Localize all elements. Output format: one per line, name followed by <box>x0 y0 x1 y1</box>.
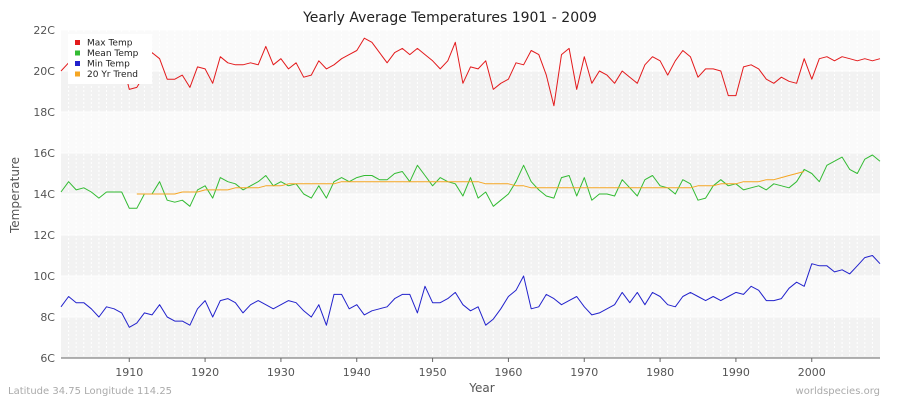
x-tick-label: 1970 <box>570 366 598 379</box>
x-tick-label: 1920 <box>191 366 219 379</box>
y-tick-label: 6C <box>40 352 55 365</box>
x-tick-label: 1940 <box>343 366 371 379</box>
y-tick-label: 10C <box>33 270 55 283</box>
x-tick-label: 1980 <box>646 366 674 379</box>
y-axis-label: Temperature <box>8 157 22 234</box>
y-tick-label: 8C <box>40 311 55 324</box>
y-tick-label: 18C <box>33 106 55 119</box>
y-tick-label: 14C <box>33 188 55 201</box>
legend-label: Max Temp <box>87 39 133 49</box>
y-tick-label: 20C <box>33 65 55 78</box>
series-line-min-temp <box>60 255 881 328</box>
series-layer <box>60 37 881 328</box>
footer-location: Latitude 34.75 Longitude 114.25 <box>8 386 172 397</box>
x-tick-label: 1950 <box>419 366 447 379</box>
x-tick-label: 1960 <box>494 366 522 379</box>
chart-title: Yearly Average Temperatures 1901 - 2009 <box>302 10 597 26</box>
legend-swatch <box>75 40 80 45</box>
legend-label: Mean Temp <box>87 49 139 59</box>
x-axis-ticks: 1910 1920 1930 1940 1950 1960 1970 1980 1990 2000 <box>115 358 826 379</box>
y-axis-ticks: 6C 8C 10C 12C 14C 16C 18C 20C 22C <box>33 24 55 365</box>
y-tick-label: 16C <box>33 147 55 160</box>
series-line-mean-temp <box>60 154 881 209</box>
y-tick-label: 12C <box>33 229 55 242</box>
legend-box <box>68 34 152 84</box>
x-tick-label: 1930 <box>267 366 295 379</box>
legend-swatch <box>75 61 80 66</box>
x-tick-label: 1910 <box>115 366 143 379</box>
legend-label: 20 Yr Trend <box>87 70 138 80</box>
legend-label: Min Temp <box>87 60 130 70</box>
y-tick-label: 22C <box>33 24 55 37</box>
legend-swatch <box>75 71 80 77</box>
series-line-max-temp <box>60 37 881 107</box>
x-axis-label: Year <box>468 381 494 395</box>
legend-swatch <box>75 50 80 56</box>
vertical-gridlines <box>68 30 873 358</box>
footer-source: worldspecies.org <box>796 386 880 397</box>
x-tick-label: 2000 <box>798 366 826 379</box>
x-tick-label: 1990 <box>722 366 750 379</box>
series-line-20-yr-trend <box>136 171 805 195</box>
